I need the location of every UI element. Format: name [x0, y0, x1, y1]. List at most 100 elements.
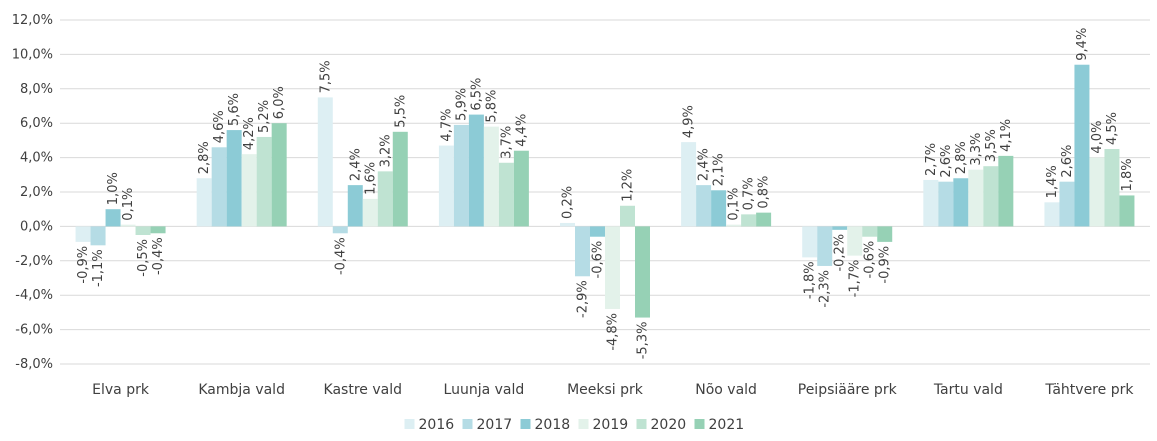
legend-swatch — [520, 419, 531, 429]
data-label: -0,6% — [591, 241, 606, 279]
bar — [696, 185, 712, 227]
bar — [756, 212, 772, 227]
data-label: 0,1% — [121, 188, 136, 221]
bar — [256, 136, 272, 227]
bar — [468, 114, 484, 227]
bar — [1059, 181, 1075, 227]
data-label: 4,5% — [1105, 112, 1120, 145]
data-label: 1,2% — [621, 169, 636, 202]
bar — [362, 198, 378, 227]
data-label: -0,2% — [833, 234, 848, 272]
data-label: -0,4% — [151, 237, 166, 275]
y-tick-label: -4,0% — [15, 288, 53, 303]
legend-label: 2018 — [535, 417, 571, 433]
x-category-label: Peipsiääre prk — [798, 382, 898, 398]
bar — [438, 145, 454, 227]
data-label: 4,1% — [999, 119, 1014, 152]
bar — [983, 166, 999, 227]
data-label: -0,5% — [136, 239, 151, 277]
bar — [211, 147, 227, 227]
bar — [498, 162, 514, 227]
bar — [681, 142, 697, 227]
legend-label: 2017 — [477, 417, 513, 433]
bar — [620, 205, 635, 227]
data-label: 1,6% — [363, 162, 378, 195]
data-label: 0,2% — [561, 186, 576, 219]
bar — [862, 226, 878, 237]
data-label: 3,7% — [499, 126, 514, 159]
bar — [832, 226, 848, 230]
data-label: -1,7% — [848, 260, 863, 298]
bar — [560, 222, 575, 227]
data-label: 4,7% — [439, 109, 454, 142]
bar — [75, 226, 91, 242]
data-label: 0,1% — [727, 188, 742, 221]
bar — [635, 226, 650, 318]
y-tick-label: 12,0% — [12, 13, 53, 28]
bar — [711, 190, 727, 227]
bar — [998, 155, 1014, 227]
data-label: 0,8% — [757, 176, 772, 209]
data-label: 4,4% — [514, 114, 529, 147]
data-label: -0,9% — [76, 246, 91, 284]
data-label: 2,1% — [712, 153, 727, 186]
x-category-label: Tartu vald — [933, 382, 1003, 398]
y-tick-label: 0,0% — [20, 219, 53, 234]
bar — [1089, 157, 1105, 227]
y-tick-label: 2,0% — [20, 185, 53, 200]
data-label: 4,6% — [212, 110, 227, 143]
bar — [968, 169, 984, 227]
bar — [847, 226, 863, 256]
bar — [741, 214, 757, 227]
data-label: -4,8% — [606, 313, 621, 351]
bar — [120, 224, 136, 227]
data-label: -0,9% — [878, 246, 893, 284]
data-label: 2,4% — [697, 148, 712, 181]
data-label: 1,4% — [1045, 165, 1060, 198]
y-tick-label: -2,0% — [15, 254, 53, 269]
legend-label: 2020 — [651, 417, 687, 433]
data-label: 7,5% — [318, 60, 333, 93]
bar — [226, 130, 242, 227]
data-label: 2,6% — [939, 145, 954, 178]
y-tick-label: 8,0% — [20, 82, 53, 97]
bar — [377, 171, 393, 227]
bar — [938, 181, 954, 227]
bar — [605, 226, 620, 309]
y-tick-label: -6,0% — [15, 323, 53, 338]
data-label: 5,9% — [454, 88, 469, 121]
bar — [575, 226, 590, 277]
bar — [590, 226, 605, 237]
bar — [347, 185, 363, 227]
data-label: 5,6% — [227, 93, 242, 126]
data-label: 2,8% — [954, 141, 969, 174]
bar — [1074, 64, 1090, 227]
bar — [1044, 202, 1060, 227]
legend-swatch — [462, 419, 473, 429]
bar — [196, 178, 212, 227]
x-category-label: Kambja vald — [198, 382, 285, 398]
data-label: 5,2% — [257, 100, 272, 133]
y-tick-label: 10,0% — [12, 47, 53, 62]
bar — [453, 124, 469, 227]
bar — [726, 224, 742, 227]
data-label: 5,5% — [393, 95, 408, 128]
data-label: -1,8% — [803, 261, 818, 299]
data-label: -5,3% — [636, 322, 651, 360]
data-label: -0,6% — [863, 241, 878, 279]
y-tick-label: 4,0% — [20, 151, 53, 166]
data-label: 4,2% — [242, 117, 257, 150]
bar — [817, 226, 833, 266]
legend-swatch — [636, 419, 647, 429]
bar — [877, 226, 893, 242]
data-label: 4,0% — [1090, 121, 1105, 154]
x-category-label: Elva prk — [92, 382, 150, 398]
legend-swatch — [578, 419, 589, 429]
data-label: 6,0% — [272, 86, 287, 119]
data-label: 5,8% — [484, 90, 499, 123]
data-label: -2,9% — [576, 280, 591, 318]
bar — [953, 178, 969, 227]
bar — [105, 209, 121, 227]
